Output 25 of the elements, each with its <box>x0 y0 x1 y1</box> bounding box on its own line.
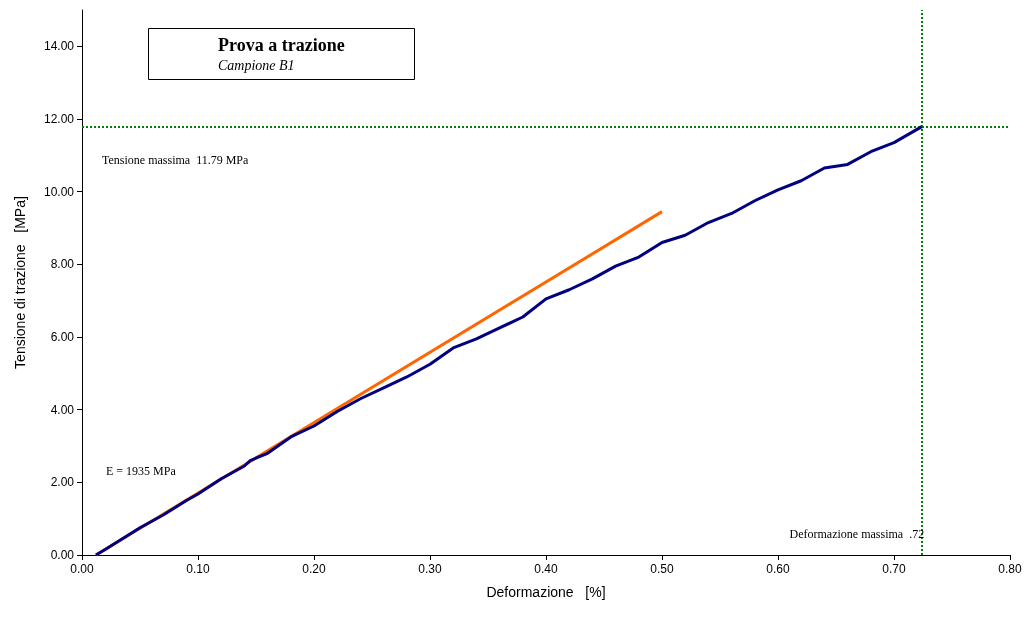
x-tick-label: 0.20 <box>302 562 326 576</box>
y-axis-title: Tensione di trazione [MPa] <box>12 196 28 369</box>
y-tick-label: 6.00 <box>50 330 75 344</box>
ref-line-label: Tensione massima 11.79 MPa <box>102 152 250 167</box>
y-tick-label: 0.00 <box>50 548 75 562</box>
x-tick-label: 0.10 <box>186 562 210 576</box>
x-tick-label: 0.30 <box>418 562 442 576</box>
line-series <box>94 125 924 557</box>
y-tick-label: 4.00 <box>50 402 75 417</box>
x-tick-label: 0.60 <box>766 562 790 576</box>
y-tick-label: 14.00 <box>43 39 75 54</box>
x-tick-label: 0.50 <box>650 562 674 576</box>
x-axis-title: Deformazione [%] <box>486 584 606 600</box>
y-tick-label: 8.00 <box>50 257 75 272</box>
text: Campione B1 <box>218 57 295 73</box>
x-tick-label: 0.40 <box>534 562 558 576</box>
text: Prova a trazione <box>218 35 345 55</box>
y-tick-label: 10.00 <box>43 184 75 199</box>
ref-line-label: Deformazione massima .72 <box>789 527 925 541</box>
annotation: E = 1935 MPa <box>106 464 177 478</box>
x-tick-label: 0.70 <box>882 562 906 576</box>
y-tick-label: 2.00 <box>50 475 75 490</box>
x-tick-label: 0.80 <box>998 562 1022 576</box>
x-tick-label: 0.00 <box>70 562 94 576</box>
y-tick-label: 12.00 <box>43 112 75 126</box>
